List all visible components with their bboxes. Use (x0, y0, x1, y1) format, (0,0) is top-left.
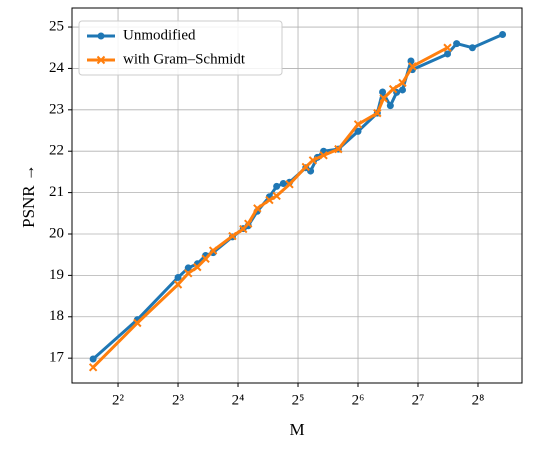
marker (443, 43, 452, 52)
legend-marker (97, 32, 105, 40)
y-tick-label: 20 (49, 225, 64, 241)
y-tick-label: 17 (49, 350, 65, 366)
marker (453, 40, 461, 48)
y-tick-label: 21 (49, 184, 64, 200)
marker (265, 195, 274, 205)
marker (301, 162, 310, 172)
marker (468, 44, 476, 52)
marker (388, 84, 398, 94)
y-tick-label: 25 (49, 18, 64, 34)
marker (184, 264, 192, 272)
marker (228, 231, 237, 241)
x-tick-label: 2⁷ (412, 392, 425, 408)
marker (89, 355, 97, 363)
marker (379, 88, 387, 96)
y-axis-label: PSNR → (19, 164, 38, 228)
marker (373, 108, 382, 118)
marker (133, 318, 142, 328)
x-tick-label: 2² (112, 392, 125, 408)
x-tick-label: 2³ (172, 392, 185, 408)
marker (173, 280, 183, 289)
marker (272, 191, 281, 201)
marker (354, 127, 362, 135)
marker (208, 246, 218, 255)
marker (174, 273, 182, 281)
legend-box (78, 20, 283, 76)
marker (253, 204, 262, 213)
marker (193, 262, 202, 272)
x-tick-label: 2⁸ (472, 392, 485, 408)
y-tick-label: 22 (49, 143, 64, 159)
marker (398, 78, 407, 88)
marker (334, 144, 343, 154)
marker (201, 254, 210, 264)
marker (353, 120, 363, 129)
x-tick-label: 2⁶ (352, 392, 365, 408)
y-tick-label: 19 (49, 267, 64, 283)
legend-label: Unmodified (123, 27, 196, 43)
y-tick-label: 18 (49, 308, 64, 324)
x-tick-label: 2⁵ (292, 392, 305, 408)
x-tick-label: 2⁴ (232, 392, 245, 408)
marker (386, 102, 394, 110)
marker (379, 94, 388, 103)
y-tick-label: 23 (49, 101, 64, 117)
marker (444, 50, 452, 58)
marker (184, 269, 193, 278)
legend-marker (96, 55, 106, 65)
legend-label: with Gram–Schmidt (123, 51, 246, 67)
marker (88, 363, 98, 372)
marker (319, 151, 328, 160)
marker (273, 182, 281, 190)
marker (244, 219, 253, 228)
marker (285, 180, 294, 189)
y-tick-label: 24 (49, 60, 65, 76)
marker (308, 156, 318, 165)
plot-frame (71, 7, 523, 384)
marker (398, 86, 406, 94)
marker (408, 62, 417, 71)
marker (279, 179, 287, 187)
x-axis-label: M (289, 420, 304, 439)
marker (499, 30, 507, 38)
